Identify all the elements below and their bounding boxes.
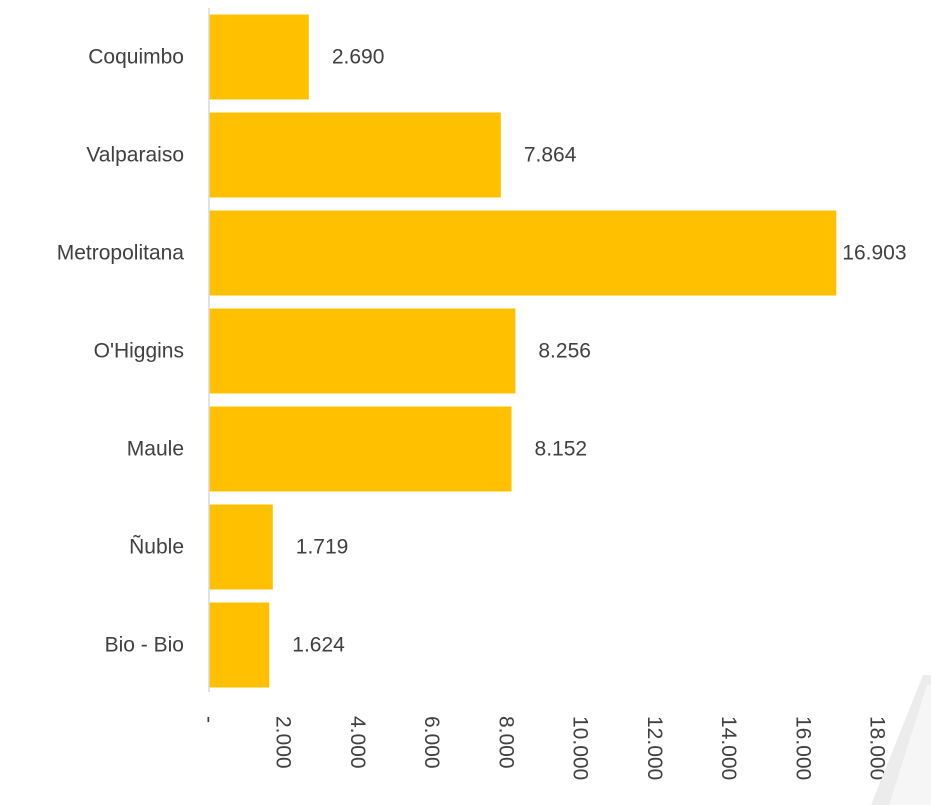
- bars-group: [209, 14, 837, 688]
- value-label: 2.690: [332, 46, 385, 69]
- value-labels: 2.690 7.864 16.903 8.256 8.152 1.719 1.624: [292, 46, 906, 657]
- value-label: 1.719: [296, 536, 349, 559]
- bar-1: [209, 112, 501, 198]
- corner-decoration: [871, 675, 931, 805]
- value-label: 8.152: [535, 438, 588, 461]
- x-tick-label: 16.000: [791, 716, 814, 780]
- category-label: Maule: [127, 438, 184, 461]
- category-labels: Coquimbo Valparaiso Metropolitana O'Higgins…: [57, 46, 185, 657]
- category-label: O'Higgins: [94, 340, 184, 363]
- bar-6: [209, 602, 270, 688]
- x-tick-label: 10.000: [569, 716, 592, 780]
- x-tick-label: 12.000: [643, 716, 666, 780]
- category-label: Metropolitana: [57, 242, 185, 265]
- bar-0: [209, 14, 309, 100]
- value-label: 16.903: [842, 242, 906, 265]
- bar-2: [209, 210, 837, 296]
- bar-4: [209, 406, 512, 492]
- x-tick-label: 18.000: [866, 716, 889, 780]
- category-label: Ñuble: [129, 535, 184, 559]
- category-label: Bio - Bio: [105, 634, 184, 657]
- x-tick-label: -: [198, 716, 221, 723]
- x-tick-label: 8.000: [494, 716, 517, 769]
- x-tick-label: 2.000: [272, 716, 295, 769]
- value-label: 8.256: [538, 340, 591, 363]
- x-tick-label: 6.000: [420, 716, 443, 769]
- value-label: 1.624: [292, 634, 345, 657]
- category-label: Coquimbo: [88, 46, 184, 69]
- bar-5: [209, 504, 273, 590]
- x-tick-label: 4.000: [346, 716, 369, 769]
- value-label: 7.864: [524, 144, 577, 167]
- x-tick-labels: - 2.000 4.000 6.000 8.000 10.000 12.000 14.000 1…: [198, 716, 889, 780]
- category-label: Valparaiso: [86, 144, 184, 167]
- x-tick-label: 14.000: [717, 716, 740, 780]
- bar-3: [209, 308, 516, 394]
